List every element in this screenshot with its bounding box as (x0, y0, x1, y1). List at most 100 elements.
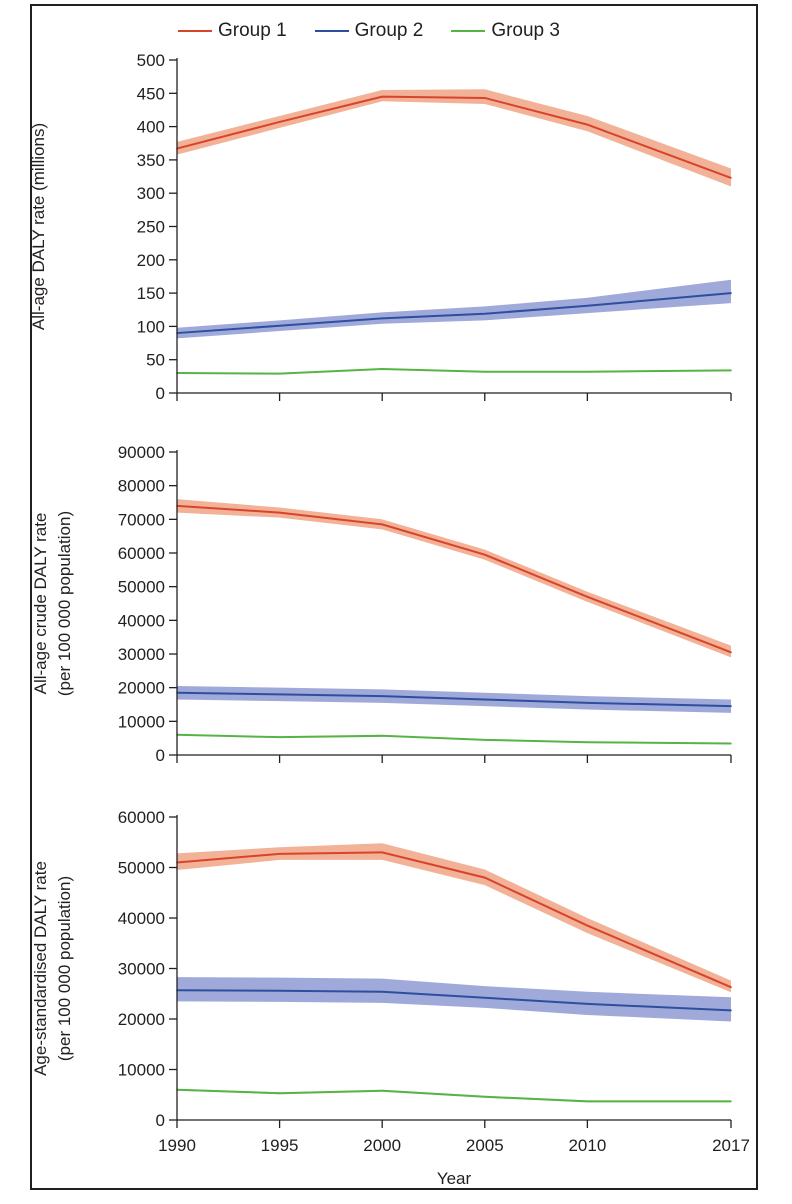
data-point-panel-1-group-1 (381, 95, 383, 98)
x-tick-label-panel-3: 2005 (466, 1136, 504, 1155)
data-point-panel-3-group-2 (586, 1003, 589, 1005)
data-point-panel-3-group-3 (381, 1089, 383, 1092)
y-tick-label-panel-2: 30000 (118, 645, 165, 664)
y-tick-label-panel-3: 20000 (118, 1010, 165, 1029)
y-axis-label-panel-3: Age-standardised DALY rate (31, 861, 50, 1076)
data-point-panel-3-group-2 (730, 1009, 732, 1012)
y-axis-label-panel-3: (per 100 000 population) (55, 876, 74, 1061)
series-line-panel-3-group-2 (176, 989, 732, 1012)
y-tick-label-panel-3: 0 (156, 1111, 165, 1130)
y-tick-label-panel-3: 30000 (118, 960, 165, 979)
data-point-panel-2-group-2 (278, 693, 281, 696)
y-tick-label-panel-1: 200 (137, 251, 165, 270)
legend-swatch-group-2 (314, 30, 349, 32)
legend-swatch-group-3 (451, 30, 486, 32)
data-point-panel-2-group-2 (381, 695, 383, 697)
y-tick-label-panel-1: 100 (137, 317, 165, 336)
legend-label-group-3: Group 3 (491, 20, 560, 41)
chart-legend: Group 1 Group 2 Group 3 (178, 18, 560, 44)
data-point-panel-1-group-3 (730, 369, 732, 372)
y-tick-label-panel-2: 90000 (118, 443, 165, 462)
x-tick-label-panel-3: 2010 (568, 1136, 606, 1155)
y-tick-label-panel-1: 400 (137, 118, 165, 137)
data-point-panel-2-group-2 (586, 702, 589, 704)
uncertainty-band-panel-2-group-2 (177, 685, 731, 713)
data-point-panel-1-group-2 (483, 312, 486, 315)
y-axis-label-panel-1: All-age DALY rate (millions) (29, 123, 48, 330)
data-point-panel-1-group-2 (730, 292, 732, 294)
data-point-panel-2-group-2 (730, 705, 732, 707)
y-tick-label-panel-2: 70000 (118, 510, 165, 529)
y-tick-label-panel-2: 40000 (118, 611, 165, 630)
data-point-panel-1-group-2 (381, 317, 383, 320)
x-tick-label-panel-3: 2000 (363, 1136, 401, 1155)
y-tick-label-panel-1: 250 (137, 218, 165, 237)
uncertainty-band-panel-1-group-2 (177, 279, 731, 339)
legend-item-group-3: Group 3 (451, 20, 560, 42)
data-point-panel-3-group-3 (586, 1100, 589, 1103)
data-point-panel-1-group-3 (483, 370, 486, 373)
data-point-panel-3-group-1 (483, 876, 486, 879)
data-point-panel-2-group-3 (586, 741, 589, 744)
data-point-panel-3-group-1 (278, 853, 281, 855)
uncertainty-band-panel-1-group-1 (177, 89, 731, 187)
data-point-panel-3-group-2 (483, 996, 486, 999)
x-tick-label-panel-3: 1995 (261, 1136, 299, 1155)
data-point-panel-1-group-2 (586, 304, 589, 307)
data-point-panel-2-group-3 (483, 739, 486, 741)
data-point-panel-1-group-1 (278, 121, 281, 123)
y-tick-label-panel-1: 300 (137, 184, 165, 203)
y-axis-label-panel-2: (per 100 000 population) (55, 511, 74, 696)
data-point-panel-1-group-1 (483, 97, 486, 99)
data-point-panel-3-group-2 (381, 990, 383, 993)
data-point-panel-2-group-3 (730, 742, 732, 745)
y-tick-label-panel-1: 0 (156, 384, 165, 403)
data-point-panel-2-group-3 (381, 735, 383, 737)
uncertainty-band-panel-3-group-1 (177, 843, 731, 993)
data-point-panel-2-group-1 (730, 651, 732, 654)
data-point-panel-3-group-3 (278, 1092, 281, 1095)
legend-label-group-2: Group 2 (354, 20, 424, 41)
uncertainty-band-panel-3-group-2 (177, 977, 731, 1022)
data-point-panel-1-group-3 (278, 372, 281, 375)
series-line-panel-2-group-3 (176, 733, 732, 745)
legend-swatch-group-1 (178, 30, 212, 32)
data-point-panel-3-group-3 (483, 1095, 486, 1098)
y-tick-label-panel-2: 20000 (118, 679, 165, 698)
y-tick-label-panel-2: 10000 (118, 712, 165, 731)
legend-label-group-1: Group 1 (218, 20, 287, 41)
x-tick-label-panel-3: 1990 (158, 1136, 196, 1155)
data-point-panel-2-group-1 (586, 595, 589, 598)
series-line-panel-1-group-1 (176, 95, 732, 179)
data-point-panel-2-group-3 (278, 736, 281, 738)
data-point-panel-1-group-1 (586, 123, 589, 126)
x-axis-label: Year (437, 1169, 472, 1188)
series-line-panel-3-group-3 (176, 1088, 731, 1103)
data-point-panel-1-group-3 (381, 368, 383, 370)
uncertainty-band-panel-2-group-1 (177, 499, 731, 658)
y-tick-label-panel-3: 10000 (118, 1061, 165, 1080)
y-tick-label-panel-3: 50000 (118, 859, 165, 878)
y-tick-label-panel-1: 500 (137, 51, 165, 70)
y-tick-label-panel-2: 80000 (118, 477, 165, 496)
y-tick-label-panel-1: 150 (137, 284, 165, 303)
data-point-panel-2-group-1 (483, 553, 486, 556)
y-tick-label-panel-2: 60000 (118, 544, 165, 563)
series-line-panel-1-group-2 (176, 292, 732, 335)
series-line-panel-2-group-1 (176, 504, 732, 654)
data-point-panel-3-group-2 (278, 989, 281, 992)
x-tick-label-panel-3: 2017 (712, 1136, 750, 1155)
legend-item-group-1: Group 1 (178, 20, 287, 42)
series-line-panel-1-group-3 (176, 368, 732, 375)
legend-item-group-2: Group 2 (314, 20, 424, 42)
data-point-panel-2-group-2 (483, 698, 486, 701)
figure-frame (30, 4, 758, 1190)
y-tick-label-panel-3: 40000 (118, 909, 165, 928)
y-tick-label-panel-1: 450 (137, 84, 165, 103)
y-tick-label-panel-2: 0 (156, 746, 165, 765)
y-tick-label-panel-3: 60000 (118, 808, 165, 827)
data-point-panel-3-group-1 (586, 924, 589, 927)
y-tick-label-panel-2: 50000 (118, 578, 165, 597)
data-point-panel-3-group-3 (730, 1100, 732, 1103)
